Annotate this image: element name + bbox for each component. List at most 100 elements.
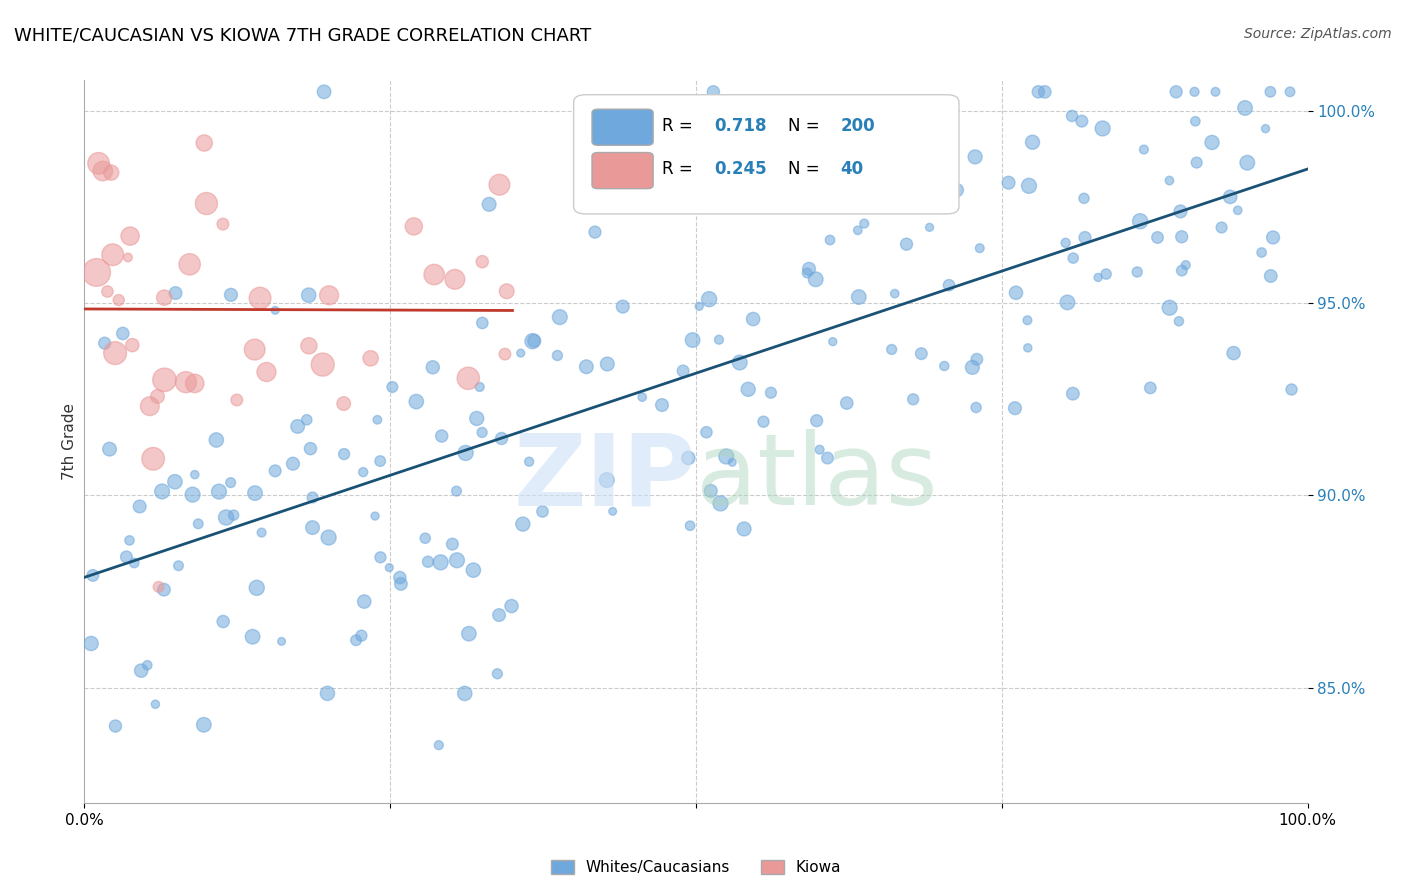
Point bbox=[1095, 267, 1118, 281]
Point bbox=[360, 351, 382, 366]
Point bbox=[454, 686, 477, 700]
Point bbox=[709, 496, 731, 510]
Point bbox=[1146, 230, 1168, 244]
Point bbox=[821, 334, 844, 349]
Point bbox=[901, 392, 924, 407]
Point bbox=[1139, 381, 1161, 395]
Point bbox=[427, 738, 450, 752]
Text: WHITE/CAUCASIAN VS KIOWA 7TH GRADE CORRELATION CHART: WHITE/CAUCASIAN VS KIOWA 7TH GRADE CORRE… bbox=[14, 27, 592, 45]
Point bbox=[465, 411, 488, 425]
Point bbox=[184, 376, 207, 391]
Point bbox=[1056, 295, 1078, 310]
Point bbox=[1074, 230, 1097, 244]
Point bbox=[488, 178, 510, 192]
Point bbox=[846, 223, 869, 237]
Point bbox=[806, 414, 828, 428]
Text: 0.245: 0.245 bbox=[714, 161, 766, 178]
Point bbox=[93, 336, 115, 351]
Point bbox=[1281, 383, 1303, 397]
Point bbox=[463, 563, 485, 577]
Point bbox=[997, 176, 1019, 190]
Point bbox=[742, 312, 765, 326]
Point bbox=[243, 343, 266, 357]
Point bbox=[242, 630, 264, 644]
Point bbox=[737, 382, 759, 396]
Point bbox=[318, 531, 340, 545]
Point bbox=[1166, 85, 1188, 99]
Point bbox=[797, 261, 820, 276]
Point bbox=[219, 475, 242, 490]
Point bbox=[264, 303, 287, 318]
Point bbox=[187, 516, 209, 531]
Point bbox=[416, 555, 439, 569]
Point bbox=[1070, 114, 1092, 128]
Point bbox=[1004, 401, 1026, 416]
Point bbox=[817, 451, 839, 466]
Point bbox=[150, 484, 173, 499]
Point bbox=[153, 291, 176, 305]
Point bbox=[145, 697, 167, 711]
Point bbox=[1087, 270, 1109, 285]
Point bbox=[721, 455, 744, 469]
Point bbox=[852, 196, 875, 211]
Point bbox=[522, 334, 544, 348]
Point bbox=[910, 346, 932, 360]
Point bbox=[98, 442, 121, 457]
Point bbox=[146, 389, 169, 403]
Point bbox=[471, 254, 494, 268]
Point bbox=[444, 272, 467, 286]
Point bbox=[101, 248, 124, 262]
Point bbox=[862, 178, 884, 193]
Point bbox=[707, 333, 730, 347]
Point bbox=[413, 531, 436, 545]
Point bbox=[405, 394, 427, 409]
Point bbox=[939, 194, 962, 209]
Point bbox=[128, 500, 150, 514]
Point bbox=[167, 558, 190, 573]
Point bbox=[153, 373, 176, 387]
Point bbox=[1219, 190, 1241, 204]
Point bbox=[1204, 85, 1226, 99]
Point bbox=[193, 136, 215, 150]
Point bbox=[422, 360, 444, 375]
Point bbox=[389, 577, 412, 591]
Point bbox=[512, 517, 534, 532]
Point bbox=[918, 220, 941, 235]
Text: N =: N = bbox=[787, 117, 824, 135]
Point bbox=[471, 425, 494, 440]
Point bbox=[388, 570, 411, 584]
Point bbox=[896, 237, 918, 252]
Point bbox=[468, 380, 491, 394]
Point bbox=[107, 293, 129, 307]
Point bbox=[509, 346, 531, 360]
Point bbox=[368, 454, 391, 468]
Text: Source: ZipAtlas.com: Source: ZipAtlas.com bbox=[1244, 27, 1392, 41]
Point bbox=[136, 658, 159, 673]
Point bbox=[91, 164, 114, 178]
Point bbox=[446, 484, 468, 499]
Point bbox=[486, 666, 509, 681]
Point bbox=[1185, 155, 1208, 169]
Point bbox=[332, 396, 354, 410]
Point bbox=[148, 580, 170, 594]
Point bbox=[429, 555, 451, 569]
Point bbox=[181, 488, 204, 502]
Point bbox=[880, 343, 903, 357]
Point bbox=[1033, 85, 1056, 99]
Text: 0.718: 0.718 bbox=[714, 117, 766, 135]
Point bbox=[651, 398, 673, 412]
Point bbox=[495, 285, 517, 299]
Text: atlas: atlas bbox=[696, 429, 938, 526]
Text: R =: R = bbox=[662, 117, 697, 135]
Point bbox=[104, 346, 127, 360]
Point bbox=[1254, 121, 1277, 136]
Point bbox=[82, 568, 104, 582]
Text: N =: N = bbox=[787, 161, 824, 178]
Point bbox=[264, 464, 287, 478]
Point bbox=[80, 636, 103, 650]
Point bbox=[965, 150, 987, 164]
Point bbox=[139, 399, 162, 413]
Point bbox=[153, 582, 176, 597]
Point bbox=[301, 491, 323, 505]
Point bbox=[364, 509, 387, 524]
